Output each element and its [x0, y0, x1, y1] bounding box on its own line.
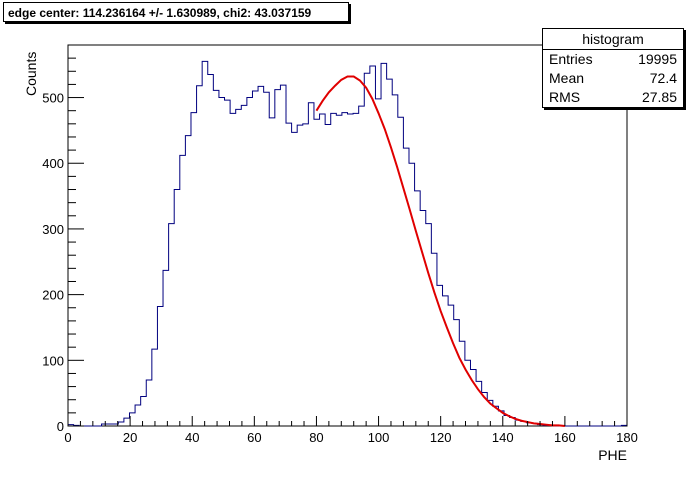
x-axis-label: PHE	[598, 447, 627, 463]
y-tick-label: 300	[42, 222, 64, 237]
fit-series	[315, 75, 565, 427]
stats-label: Entries	[549, 51, 593, 67]
x-tick-label: 40	[185, 430, 199, 445]
y-tick-label: 100	[42, 353, 64, 368]
fit-curve-line	[315, 75, 565, 427]
stats-value: 27.85	[641, 89, 677, 105]
x-tick-label: 100	[368, 430, 390, 445]
chart-title: edge center: 114.236164 +/- 1.630989, ch…	[3, 2, 349, 22]
plot-frame	[67, 44, 628, 427]
stats-label: Mean	[549, 70, 585, 86]
x-tick-label: 120	[430, 430, 452, 445]
stats-label: RMS	[549, 89, 581, 105]
y-tick-label: 0	[57, 419, 64, 434]
x-tick-label: 0	[64, 430, 71, 445]
stats-row-entries: Entries 19995	[543, 50, 683, 69]
y-tick-label: 500	[42, 91, 64, 106]
x-tick-label: 180	[616, 430, 638, 445]
x-axis: 0 20 40 60 80 100 120 140 160 180	[64, 416, 638, 445]
stats-value: 72.4	[649, 70, 677, 86]
y-axis-label: Counts	[23, 52, 39, 96]
x-tick-label: 140	[492, 430, 514, 445]
histogram-step-line	[68, 60, 627, 427]
y-tick-label: 400	[42, 156, 64, 171]
stats-header: histogram	[543, 29, 683, 50]
stats-row-mean: Mean 72.4	[543, 69, 683, 88]
stats-row-rms: RMS 27.85	[543, 88, 683, 107]
x-tick-label: 20	[123, 430, 137, 445]
stats-box: histogram Entries 19995 Mean 72.4 RMS 27…	[542, 28, 684, 108]
x-tick-label: 60	[247, 430, 261, 445]
x-tick-label: 80	[309, 430, 323, 445]
x-tick-label: 160	[554, 430, 576, 445]
y-axis: 0 100 200 300 400 500	[42, 44, 84, 434]
y-tick-label: 200	[42, 288, 64, 303]
histogram-series	[68, 60, 627, 427]
stats-value: 19995	[638, 51, 677, 67]
